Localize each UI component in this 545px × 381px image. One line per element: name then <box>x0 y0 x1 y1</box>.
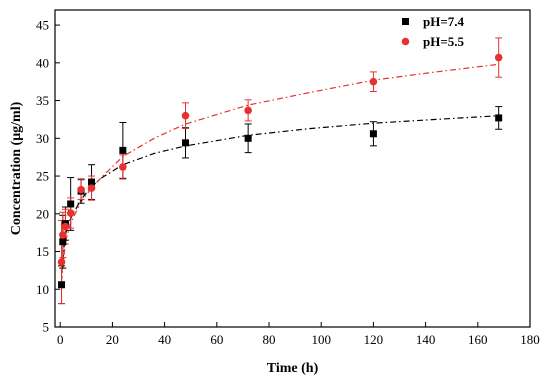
point-series-0-5 <box>88 178 96 186</box>
plot-frame <box>54 9 531 328</box>
y-tick-label-5: 5 <box>43 320 50 335</box>
y-tick-label-40: 40 <box>36 55 49 70</box>
y-tick-label-10: 10 <box>36 282 49 297</box>
x-axis-ticks: 0 20 40 60 80 100 120 140 160 180 <box>57 322 540 347</box>
point-series-0-3 <box>67 200 75 208</box>
fit-lines <box>60 63 499 282</box>
x-tick-label-100: 100 <box>311 332 331 347</box>
y-tick-label-30: 30 <box>36 131 49 146</box>
x-axis-title: Time (h) <box>267 361 319 376</box>
point-series-1-1 <box>59 231 67 239</box>
point-series-0-1 <box>59 238 67 246</box>
point-series-1-10 <box>494 53 503 62</box>
legend: pH=7.4 pH=5.5 <box>401 14 464 49</box>
legend-label-ph-7-4: pH=7.4 <box>423 14 464 29</box>
x-tick-label-140: 140 <box>416 332 436 347</box>
point-series-1-4 <box>77 185 85 194</box>
y-tick-label-35: 35 <box>36 93 49 108</box>
data-markers <box>57 53 503 289</box>
y-axis-title: Concentration (μg/ml) <box>9 101 24 235</box>
y-tick-label-25: 25 <box>36 169 49 184</box>
x-tick-label-80: 80 <box>263 332 276 347</box>
point-series-0-6 <box>119 146 127 154</box>
x-tick-label-180: 180 <box>520 332 540 347</box>
y-tick-label-15: 15 <box>36 244 49 259</box>
point-series-0-7 <box>181 139 189 147</box>
y-axis-ticks: 5 10 15 20 25 30 35 40 45 <box>36 18 60 335</box>
point-series-0-0 <box>58 281 66 289</box>
point-series-1-5 <box>87 184 96 192</box>
point-series-1-9 <box>369 77 378 86</box>
fit-line-series-0 <box>60 115 499 275</box>
x-tick-label-20: 20 <box>106 332 119 347</box>
y-tick-label-20: 20 <box>36 206 49 221</box>
point-series-1-6 <box>119 163 127 171</box>
x-tick-label-120: 120 <box>364 332 384 347</box>
legend-marker-ph-5-5 <box>401 37 410 46</box>
y-tick-label-45: 45 <box>36 18 49 33</box>
legend-label-ph-5-5: pH=5.5 <box>423 34 464 49</box>
point-series-1-8 <box>244 106 252 115</box>
fit-line-series-1 <box>60 63 499 282</box>
x-tick-label-0: 0 <box>57 332 64 347</box>
point-series-0-10 <box>495 114 503 122</box>
error-bars <box>58 37 503 305</box>
x-tick-label-160: 160 <box>468 332 488 347</box>
point-series-1-3 <box>66 209 75 217</box>
x-tick-label-40: 40 <box>158 332 171 347</box>
point-series-1-0 <box>57 258 66 266</box>
x-tick-label-60: 60 <box>210 332 223 347</box>
point-series-0-8 <box>244 134 252 142</box>
point-series-1-7 <box>181 111 190 120</box>
point-series-0-9 <box>369 130 377 138</box>
point-series-1-2 <box>61 222 70 231</box>
plot-border <box>54 9 531 328</box>
legend-marker-ph-7-4 <box>402 18 409 25</box>
